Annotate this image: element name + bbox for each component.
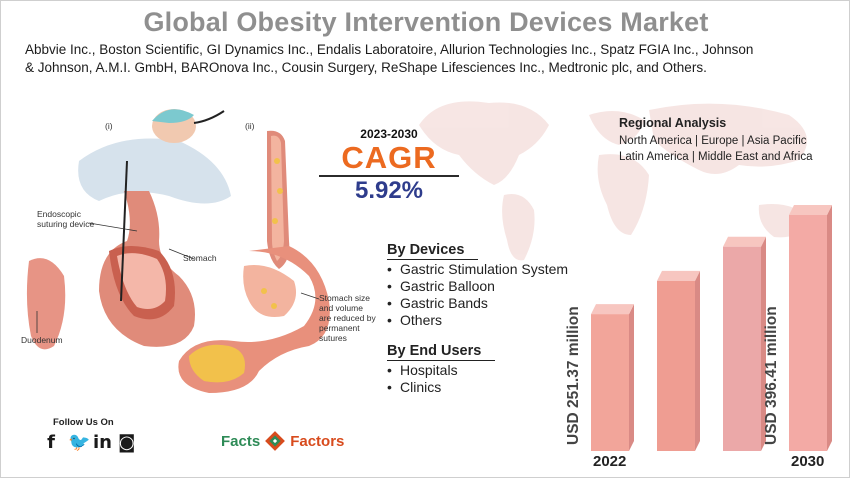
device-item-label: Gastric Balloon (400, 278, 495, 294)
label-panel-ii: (ii) (245, 121, 255, 131)
segment-devices-list: • Gastric Stimulation System • Gastric Bal… (387, 261, 587, 329)
label-reduced-line-3: are reduced by (319, 313, 376, 323)
label-stomach-reduced: Stomach size and volume are reduced by p… (319, 293, 376, 343)
bar-value-label-2030: USD 396.41 million (763, 306, 780, 445)
instagram-icon[interactable]: ◙ (118, 432, 136, 453)
bar-top-2 (723, 236, 766, 247)
bar-3 (789, 215, 827, 451)
social-links: f 🐦 in ◙ (43, 432, 136, 453)
market-size-bars (591, 205, 832, 451)
list-item: • Others (387, 312, 443, 328)
world-map-background (419, 101, 809, 261)
regional-line-1: North America | Europe | Asia Pacific (619, 135, 807, 147)
label-reduced-line-2: and volume (319, 303, 363, 313)
bar-side-2 (761, 236, 766, 451)
label-reduced-line-4: permanent (319, 323, 360, 333)
segment-end-users-list: • Hospitals • Clinics (387, 362, 587, 396)
follow-us-label: Follow Us On (53, 417, 114, 428)
segment-devices: By Devices • Gastric Stimulation System •… (387, 241, 587, 329)
medical-illustration: (i) (ii) Endoscopic suturing device Stom… (9, 101, 389, 407)
bar-top-1 (657, 270, 700, 281)
label-endoscopic-line-2: suturing device (37, 219, 95, 229)
segment-end-users-title: By End Users (387, 343, 496, 361)
regional-line-2: Latin America | Middle East and Africa (619, 151, 813, 163)
bar-top-0 (591, 304, 634, 315)
company-list-line-2: & Johnson, A.M.I. GmbH, BAROnova Inc., C… (25, 60, 707, 75)
facts-factors-logo[interactable]: Facts Factors (221, 425, 344, 457)
bar-category-2022: 2022 (593, 453, 627, 470)
label-reduced-line-5: sutures (319, 333, 347, 343)
cagr-years: 2023-2030 (360, 127, 418, 141)
bar-category-2030: 2030 (791, 453, 825, 470)
cagr-value: 5.92% (354, 177, 424, 204)
list-item: • Clinics (387, 379, 442, 395)
label-reduced-line-1: Stomach size (319, 293, 371, 303)
label-stomach: Stomach (183, 253, 217, 263)
list-item: • Hospitals (387, 362, 458, 378)
device-item-label: Gastric Stimulation System (400, 261, 569, 277)
label-duodenum: Duodenum (21, 335, 63, 345)
stomach-illustration-graphic (26, 109, 330, 393)
market-size-chart: 2022 2030 USD 251.37 million USD 396.41 … (561, 201, 849, 477)
cagr-block: 2023-2030 CAGR 5.92% (319, 127, 459, 205)
bar-0 (591, 314, 629, 451)
company-list: Abbvie Inc., Boston Scientific, GI Dynam… (25, 41, 825, 77)
bar-top-3 (789, 205, 832, 215)
label-endoscopic-device: Endoscopic suturing device (37, 209, 94, 229)
twitter-icon[interactable]: 🐦 (68, 432, 91, 453)
end-user-item-label: Hospitals (400, 362, 458, 378)
logo-text-factors: Factors (290, 432, 345, 450)
bar-side-1 (695, 270, 700, 451)
list-item: • Gastric Bands (387, 295, 488, 311)
bar-value-label-2022: USD 251.37 million (565, 306, 582, 445)
bar-2 (723, 246, 761, 451)
logo-diamond-icon (265, 431, 286, 451)
label-panel-i: (i) (105, 121, 113, 131)
company-list-line-1: Abbvie Inc., Boston Scientific, GI Dynam… (25, 42, 754, 57)
linkedin-icon[interactable]: in (93, 432, 112, 453)
segment-end-users: By End Users • Hospitals • Clinics (387, 342, 587, 396)
logo-text-facts: Facts (221, 432, 261, 450)
label-endoscopic-line-1: Endoscopic (37, 209, 81, 219)
device-item-label: Gastric Bands (400, 295, 488, 311)
segment-devices-title: By Devices (387, 242, 479, 260)
device-item-label: Others (400, 312, 443, 328)
bar-side-0 (629, 304, 634, 451)
list-item: • Gastric Stimulation System (387, 261, 569, 277)
regional-analysis: Regional Analysis North America | Europe… (619, 116, 844, 165)
list-item: • Gastric Balloon (387, 278, 495, 294)
regional-title: Regional Analysis (619, 116, 727, 130)
page-title: Global Obesity Intervention Devices Mark… (143, 7, 709, 37)
bar-1 (657, 280, 695, 451)
cagr-divider (319, 175, 459, 177)
end-user-item-label: Clinics (400, 379, 442, 395)
cagr-label: CAGR (341, 140, 437, 175)
bar-side-3 (827, 205, 832, 451)
facebook-icon[interactable]: f (47, 432, 55, 453)
